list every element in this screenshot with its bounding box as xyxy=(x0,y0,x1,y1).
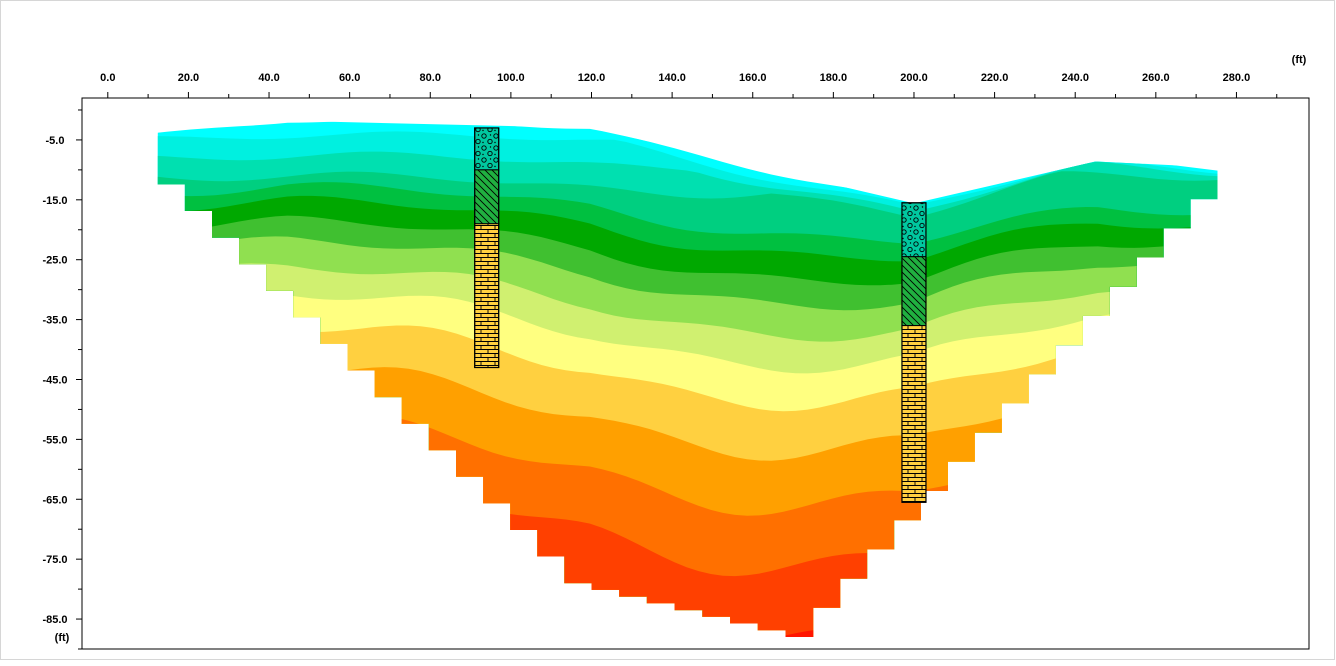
borehole-layer-gravel xyxy=(901,202,927,258)
borehole-outline xyxy=(474,127,500,369)
y-unit-label: (ft) xyxy=(55,632,70,644)
x-tick-label: 20.0 xyxy=(178,72,199,84)
borehole-layer-gravel xyxy=(474,127,500,171)
x-tick-label: 260.0 xyxy=(1142,72,1170,84)
y-axis: -5.0 -15.0 -25.0 -35.0 -45.0 -55.0 -65.0 -75.0 -… xyxy=(42,109,82,650)
x-tick-label: 0.0 xyxy=(100,72,115,84)
borehole-layer-clay xyxy=(474,169,500,225)
y-tick-label: -55.0 xyxy=(42,434,67,446)
x-tick-label: 120.0 xyxy=(578,72,606,84)
y-tick-label: -85.0 xyxy=(42,614,67,626)
x-tick-label: 240.0 xyxy=(1061,72,1089,84)
x-tick-label: 180.0 xyxy=(820,72,848,84)
x-unit-label: (ft) xyxy=(1292,54,1307,66)
x-tick-label: 100.0 xyxy=(497,72,525,84)
x-tick-label: 160.0 xyxy=(739,72,767,84)
x-tick-label: 200.0 xyxy=(900,72,928,84)
borehole xyxy=(474,127,500,369)
x-tick-label: 140.0 xyxy=(658,72,686,84)
y-tick-label: -25.0 xyxy=(42,255,67,267)
x-tick-label: 220.0 xyxy=(981,72,1009,84)
borehole-outline xyxy=(901,202,927,503)
borehole-layer xyxy=(474,127,927,503)
x-tick-label: 280.0 xyxy=(1223,72,1251,84)
x-tick-label: 40.0 xyxy=(258,72,279,84)
y-tick-label: -15.0 xyxy=(42,195,67,207)
y-tick-label: -65.0 xyxy=(42,494,67,506)
x-tick-label: 80.0 xyxy=(420,72,441,84)
x-axis: 0.0 20.0 40.0 60.0 80.0 100.0 120.0 140.0 160.0 1… xyxy=(100,72,1278,98)
y-tick-label: -45.0 xyxy=(42,374,67,386)
y-tick-label: -5.0 xyxy=(46,135,65,147)
borehole xyxy=(901,202,927,503)
borehole-layer-limestone xyxy=(474,223,500,369)
x-tick-label: 60.0 xyxy=(339,72,360,84)
borehole-layer-limestone xyxy=(901,325,927,503)
y-tick-label: -75.0 xyxy=(42,554,67,566)
y-tick-label: -35.0 xyxy=(42,315,67,327)
borehole-layer-clay xyxy=(901,256,927,327)
